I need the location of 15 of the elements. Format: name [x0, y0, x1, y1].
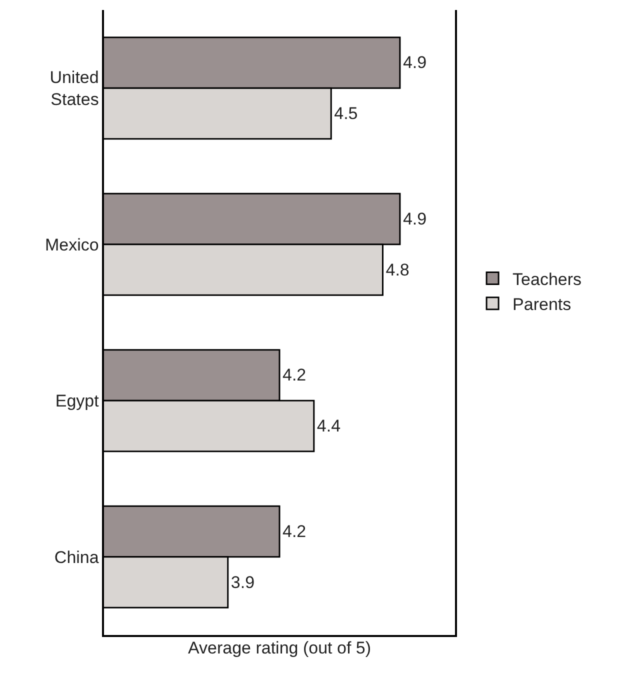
data-label: 4.2: [282, 366, 306, 385]
data-label: 3.9: [230, 572, 255, 592]
data-label: 4.8: [386, 260, 410, 280]
y-tick-label: United States: [50, 68, 99, 110]
y-tick-label: China: [54, 548, 100, 567]
data-label: 4.4: [316, 416, 341, 436]
legend-label: Teachers: [512, 270, 582, 289]
data-label: 4.5: [334, 104, 358, 124]
legend-label: Parents: [512, 295, 572, 314]
data-label: 4.2: [282, 522, 306, 541]
y-tick-label: Mexico: [44, 235, 99, 254]
x-axis-title: Average rating (out of 5): [188, 638, 372, 658]
data-label: 4.9: [402, 209, 427, 228]
data-label: 4.9: [402, 53, 427, 72]
y-tick-label: Egypt: [55, 392, 100, 411]
